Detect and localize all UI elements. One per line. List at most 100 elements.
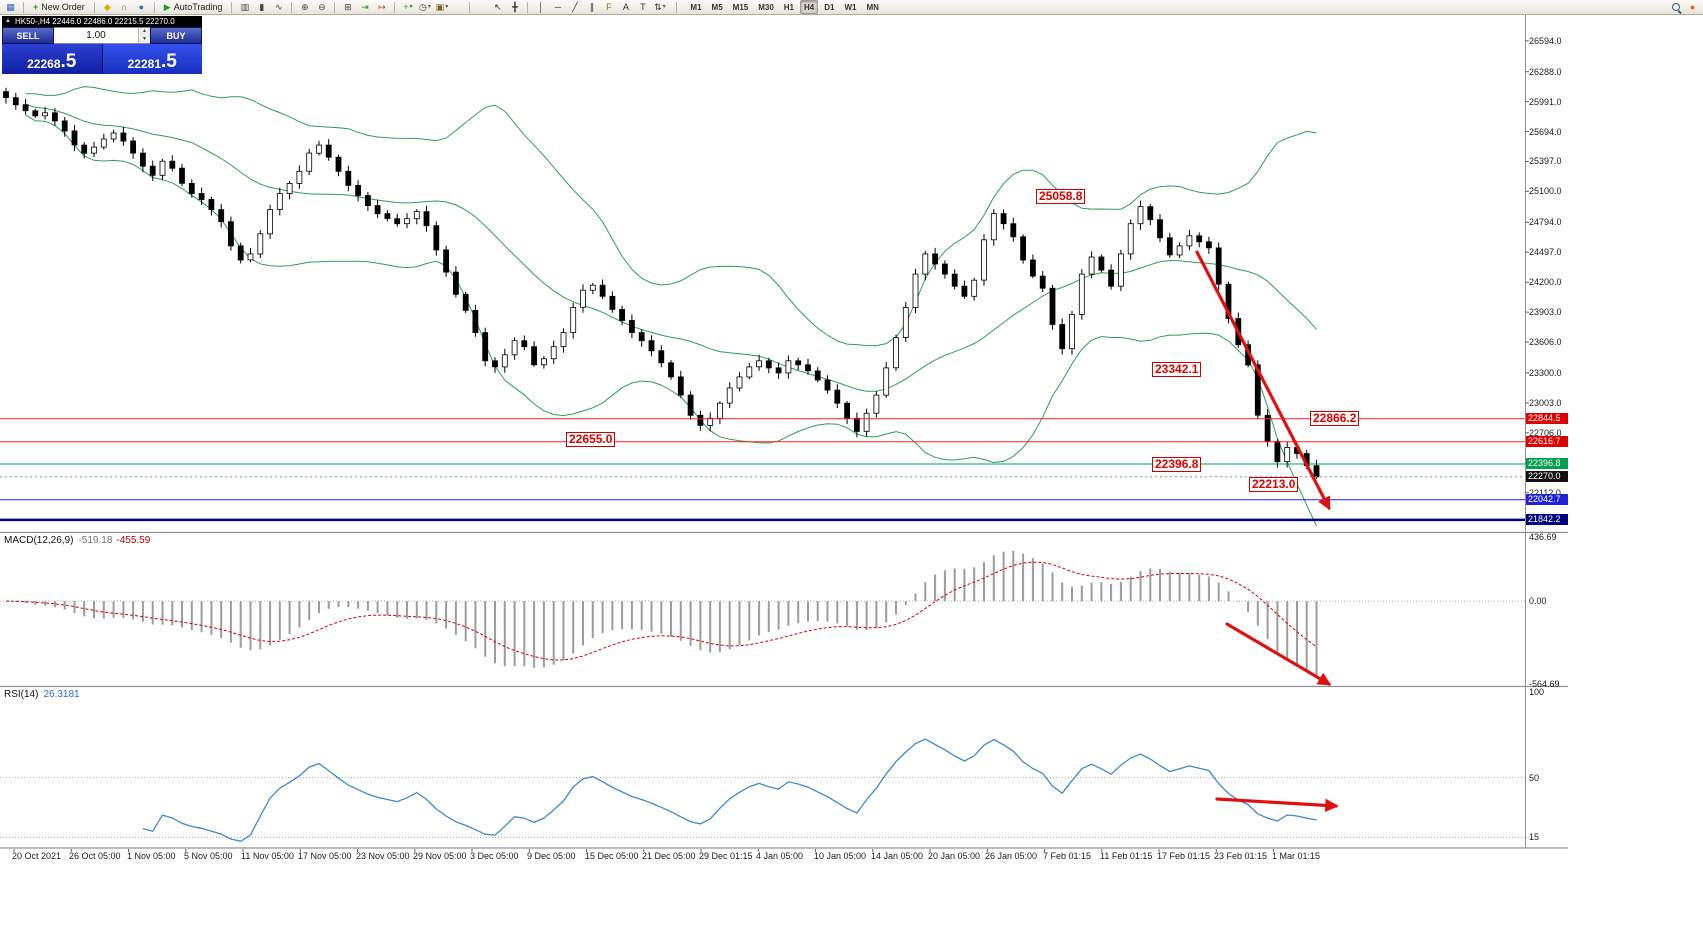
time-axis-label: 7 Feb 01:15 (1043, 851, 1092, 861)
price-line-label: 22616.7 (1526, 436, 1568, 447)
buy-button[interactable]: BUY (150, 27, 202, 44)
zoom-in-icon[interactable]: ⊕ (301, 1, 309, 12)
search-button[interactable] (1670, 1, 1683, 14)
toolbar-separator (231, 1, 233, 13)
auto-scroll-icon[interactable]: ⇥ (361, 1, 369, 12)
notifications-icon[interactable]: ● (1689, 1, 1696, 12)
toolbar-separator (527, 1, 529, 13)
time-axis-label: 11 Nov 05:00 (241, 851, 294, 861)
cursor-icon[interactable]: ↖ (494, 1, 502, 12)
new-chart-icon[interactable]: ▦ (6, 1, 15, 12)
new-order-icon: + (33, 2, 39, 12)
periods-icon[interactable]: ◷ ▾ (417, 1, 432, 14)
timeframe-w1[interactable]: W1 (844, 2, 857, 12)
sell-price[interactable]: 22268.5 (2, 44, 103, 74)
price-axis-tick: 22706.0 (1529, 428, 1562, 438)
fibonacci-icon[interactable]: F (606, 1, 612, 12)
time-axis-label: 9 Dec 05:00 (527, 851, 576, 861)
text-label-icon[interactable]: T (640, 1, 646, 12)
price-axis-tick: 25694.0 (1529, 127, 1562, 137)
buy-price-pips: .5 (161, 51, 177, 72)
add-indicator-icon[interactable]: + ▾ (400, 1, 415, 14)
horizontal-line-icon[interactable]: ─ (554, 1, 562, 12)
time-axis-label: 10 Jan 05:00 (814, 851, 867, 861)
toolbar-separator (676, 1, 678, 13)
templates-icon[interactable]: ▣ ▾ (434, 1, 449, 14)
price-annotation: 25058.8 (1036, 189, 1086, 204)
timeframe-m15[interactable]: M15 (732, 2, 749, 12)
price-annotation: 22866.2 (1310, 411, 1360, 426)
vertical-line-icon[interactable]: │ (538, 1, 544, 12)
panel-divider-main-macd[interactable] (0, 530, 1568, 535)
search-icon (1672, 2, 1680, 11)
time-axis-label: 26 Oct 05:00 (69, 851, 121, 861)
line-chart-mode-icon[interactable]: ∿ (275, 1, 283, 12)
mql5-community-icon[interactable]: ● (138, 1, 144, 12)
macd-name: MACD(12,26,9) (4, 535, 74, 546)
timeframe-d1[interactable]: D1 (824, 2, 835, 12)
dropdown-caret-icon: ▾ (445, 3, 449, 10)
text-icon[interactable]: A (622, 1, 629, 12)
new-order-button[interactable]: + New Order (29, 1, 89, 14)
price-axis-tick: 25991.0 (1529, 97, 1562, 107)
autotrading-button[interactable]: ▶ AutoTrading (160, 1, 227, 14)
toolbar-separator (23, 1, 24, 13)
autotrading-icon: ▶ (163, 1, 171, 12)
time-axis-label: 17 Feb 01:15 (1157, 851, 1211, 861)
zoom-out-icon[interactable]: ⊖ (318, 1, 326, 12)
trade-panel-header: ▲ HK50-,H4 22446.0 22486.0 22215.5 22270… (2, 16, 202, 27)
chart-shift-icon[interactable]: ↦ (378, 1, 386, 12)
volume-field[interactable]: 1.00 ▲ ▼ (54, 27, 150, 44)
macd-scale-label: 436.69 (1529, 532, 1557, 542)
price-axis-tick: 24794.0 (1529, 217, 1562, 227)
support-headset-icon[interactable]: ∩ (121, 1, 128, 12)
rsi-scale-label: 50 (1529, 773, 1540, 783)
equidistant-channel-icon[interactable]: ∥ (589, 1, 595, 12)
crosshair-icon[interactable]: ╋ (512, 1, 518, 12)
time-axis-label: 29 Nov 05:00 (413, 851, 467, 861)
price-line-label: 22270.0 (1526, 471, 1568, 482)
toolbar-separator (291, 1, 293, 13)
volume-value[interactable]: 1.00 (86, 30, 106, 41)
toolbar: ▦ + New Order ◆ ∩ ● ▶ AutoTrading ▥ ▮ ∿ ⊕ ⊖ ⊞ ⇥ ↦ + ▾ ◷ ▾ ▣ ▾… (0, 0, 1703, 15)
tile-windows-icon[interactable]: ⊞ (344, 1, 352, 12)
toolbar-separator (394, 1, 396, 13)
metaeditor-icon[interactable]: ◆ (103, 1, 111, 12)
volume-spinner: ▲ ▼ (138, 28, 150, 43)
candlestick-mode-icon[interactable]: ▮ (259, 1, 265, 12)
macd-scale-label: -564.69 (1529, 679, 1560, 689)
sell-button[interactable]: SELL (2, 27, 54, 44)
volume-decrease-button[interactable]: ▼ (139, 35, 150, 43)
price-axis-tick: 22112.0 (1529, 488, 1561, 498)
one-click-trading-panel: ▲ HK50-,H4 22446.0 22486.0 22215.5 22270… (2, 16, 202, 74)
timeframe-m30[interactable]: M30 (758, 2, 774, 12)
macd-main-value: -519.18 (78, 535, 113, 546)
buy-price[interactable]: 22281.5 (102, 44, 202, 74)
trade-panel-collapse-button[interactable]: ▲ (5, 18, 11, 24)
price-annotation: 22396.8 (1152, 457, 1202, 472)
price-axis-tick: 26594.0 (1529, 36, 1562, 46)
time-axis-label: 1 Nov 05:00 (127, 851, 176, 861)
price-axis-tick: 23300.0 (1529, 368, 1562, 378)
timeframe-mn[interactable]: MN (866, 2, 879, 12)
panel-divider-macd-rsi[interactable] (0, 684, 1568, 689)
macd-scale-label: 0.00 (1529, 596, 1547, 606)
time-axis-label: 17 Nov 05:00 (298, 851, 352, 861)
time-axis-label: 29 Dec 01:15 (699, 851, 753, 861)
volume-increase-button[interactable]: ▲ (139, 28, 150, 36)
time-axis-label: 11 Feb 01:15 (1100, 851, 1153, 861)
autotrading-button-label: AutoTrading (173, 2, 223, 12)
arrows-tool-icon[interactable]: ⇅ ▾ (652, 1, 667, 14)
price-axis-tick: 23003.0 (1529, 398, 1562, 408)
timeframe-h4[interactable]: H4 (800, 0, 819, 14)
timeframe-h1[interactable]: H1 (783, 2, 795, 12)
price-axis-tick: 25397.0 (1529, 156, 1562, 166)
timeframe-m1[interactable]: M1 (690, 2, 702, 12)
timeframe-m5[interactable]: M5 (711, 2, 723, 12)
trendline-icon[interactable]: ╱ (572, 1, 578, 12)
bar-chart-mode-icon[interactable]: ▥ (240, 1, 250, 12)
price-axis-tick: 25100.0 (1529, 186, 1562, 196)
